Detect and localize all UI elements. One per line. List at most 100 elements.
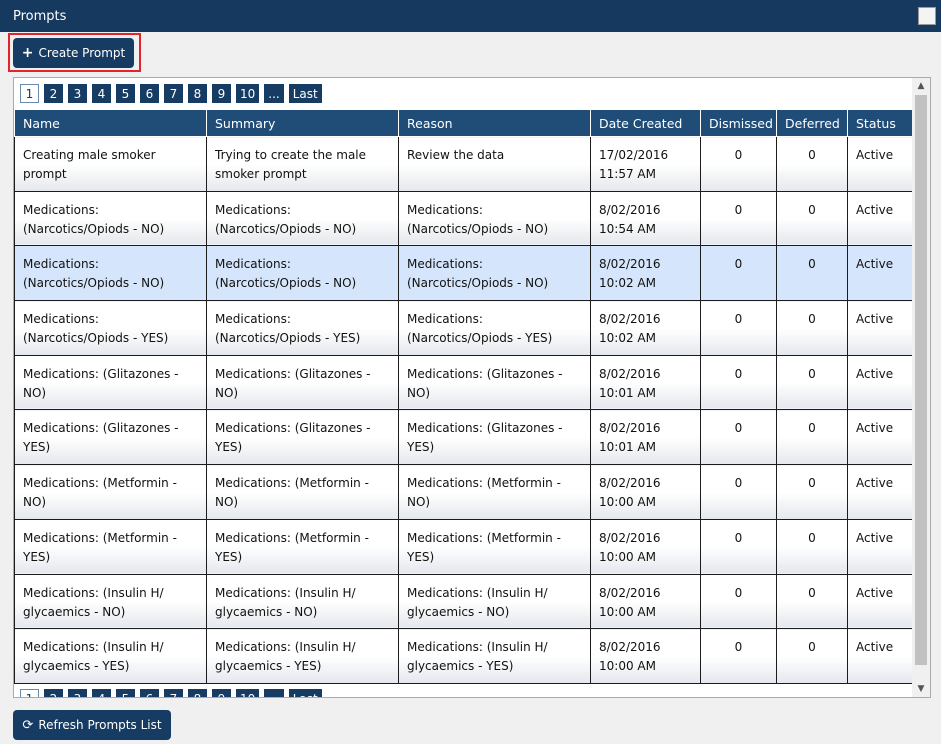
- page-link[interactable]: 8: [188, 84, 207, 103]
- create-button[interactable]: + Create Prompt: [13, 38, 134, 68]
- table-cell: Medications: (Metformin - NO): [206, 464, 399, 520]
- page-link[interactable]: Last: [288, 689, 322, 697]
- table-cell: 0: [776, 409, 848, 466]
- table-row[interactable]: Medications: (Insulin H/ glycaemics - NO…: [14, 573, 913, 630]
- table-cell: 0: [776, 136, 848, 192]
- page-link[interactable]: ...: [264, 84, 284, 103]
- pager: 1 2 3 4 5 6 7 8 9 10... Last: [20, 84, 322, 103]
- table-cell: Medications: (Narcotics/Opiods - NO): [206, 190, 399, 247]
- table-cell: Active: [847, 354, 913, 411]
- column-header: Dismissed: [700, 110, 777, 137]
- column-header: Status: [847, 110, 913, 137]
- table-row[interactable]: Creating male smoker prompt Trying to cre…: [14, 136, 913, 192]
- column-header: Reason: [398, 110, 591, 137]
- page-link[interactable]: 3: [68, 84, 87, 103]
- table-cell: Medications: (Metformin - YES): [206, 518, 399, 575]
- table-row[interactable]: Medications: (Narcotics/Opiods - NO) Medi…: [14, 245, 913, 302]
- table-cell: 8/02/2016 10:00 AM: [590, 518, 701, 575]
- title: Prompts: [13, 9, 67, 24]
- table-cell: Medications: (Narcotics/Opiods - NO): [14, 190, 207, 247]
- table-row[interactable]: Medications: (Metformin - YES) Medication…: [14, 518, 913, 575]
- table-cell: 0: [776, 354, 848, 411]
- prompts-panel: 1 2 3 4 5 6 7 8 9 10... Last Name Summary Reason Date…: [13, 77, 931, 698]
- table-cell: 0: [700, 464, 777, 520]
- column-header: Deferred: [776, 110, 848, 137]
- table-cell: 0: [700, 245, 777, 302]
- page-link[interactable]: 10: [236, 689, 260, 697]
- table-cell: 0: [776, 518, 848, 575]
- scroll-up[interactable]: ▲: [917, 81, 925, 91]
- page-link[interactable]: 8: [188, 689, 207, 697]
- page-link[interactable]: 6: [140, 689, 159, 697]
- refresh-button[interactable]: ⟳ Refresh Prompts List: [13, 710, 171, 740]
- table-cell: Medications: (Narcotics/Opiods - YES): [398, 300, 591, 356]
- column-header: Date Created: [590, 110, 701, 137]
- table-row[interactable]: Medications: (Glitazones - YES) Medicatio…: [14, 409, 913, 466]
- page-link[interactable]: 7: [164, 689, 183, 697]
- table-cell: Medications: (Metformin - YES): [14, 518, 207, 575]
- page-link[interactable]: 2: [44, 84, 63, 103]
- table-cell: Medications: (Insulin H/ glycaemics - YE…: [206, 628, 399, 684]
- column-header: Summary: [206, 110, 399, 137]
- page-link[interactable]: 9: [212, 84, 231, 103]
- page-link[interactable]: 5: [116, 689, 135, 697]
- table-cell: Active: [847, 300, 913, 356]
- table-cell: Medications: (Glitazones - NO): [14, 354, 207, 411]
- table-cell: Active: [847, 628, 913, 684]
- table-cell: Medications: (Glitazones - NO): [398, 354, 591, 411]
- page-link[interactable]: 1: [20, 689, 39, 697]
- table-row[interactable]: Medications: (Glitazones - NO) Medication…: [14, 354, 913, 411]
- table-cell: 8/02/2016 10:00 AM: [590, 573, 701, 630]
- table-cell: Active: [847, 409, 913, 466]
- table-cell: Medications: (Glitazones - YES): [398, 409, 591, 466]
- table-row[interactable]: Medications: (Narcotics/Opiods - YES) Med…: [14, 300, 913, 356]
- table-cell: Active: [847, 245, 913, 302]
- table-cell: 0: [700, 354, 777, 411]
- scroll-thumb[interactable]: [915, 95, 927, 665]
- create-label: Create Prompt: [38, 46, 126, 60]
- page-link[interactable]: 9: [212, 689, 231, 697]
- maximize-button[interactable]: [918, 7, 936, 25]
- page-link[interactable]: 7: [164, 84, 183, 103]
- page-link[interactable]: 5: [116, 84, 135, 103]
- table-cell: Active: [847, 573, 913, 630]
- table-cell: Trying to create the male smoker prompt: [206, 136, 399, 192]
- table-cell: 8/02/2016 10:02 AM: [590, 245, 701, 302]
- page-link[interactable]: Last: [288, 84, 322, 103]
- table-row[interactable]: Medications: (Narcotics/Opiods - NO) Medi…: [14, 190, 913, 247]
- table-cell: 0: [700, 409, 777, 466]
- table-row[interactable]: Medications: (Insulin H/ glycaemics - YE…: [14, 628, 913, 684]
- page-link[interactable]: 4: [92, 84, 111, 103]
- table-cell: Medications: (Narcotics/Opiods - NO): [398, 190, 591, 247]
- table-cell: 8/02/2016 10:00 AM: [590, 628, 701, 684]
- page-link[interactable]: ...: [264, 689, 284, 697]
- table-cell: Creating male smoker prompt: [14, 136, 207, 192]
- table-cell: Medications: (Glitazones - YES): [206, 409, 399, 466]
- table-row[interactable]: Medications: (Metformin - NO) Medications…: [14, 464, 913, 520]
- table-cell: 0: [776, 573, 848, 630]
- table-cell: Medications: (Narcotics/Opiods - YES): [206, 300, 399, 356]
- table-cell: 0: [776, 190, 848, 247]
- table-cell: Medications: (Insulin H/ glycaemics - YE…: [398, 628, 591, 684]
- table-cell: Active: [847, 136, 913, 192]
- table-cell: Active: [847, 190, 913, 247]
- title-bar: Prompts: [0, 0, 941, 32]
- page-link[interactable]: 1: [20, 84, 39, 103]
- table-cell: Active: [847, 518, 913, 575]
- scroll-down[interactable]: ▼: [917, 684, 925, 694]
- page-link[interactable]: 10: [236, 84, 260, 103]
- table-cell: 0: [700, 300, 777, 356]
- table-cell: 0: [776, 300, 848, 356]
- table-cell: 8/02/2016 10:02 AM: [590, 300, 701, 356]
- table-cell: Medications: (Insulin H/ glycaemics - NO…: [14, 573, 207, 630]
- table-cell: 0: [700, 573, 777, 630]
- page-link[interactable]: 2: [44, 689, 63, 697]
- page-link[interactable]: 3: [68, 689, 87, 697]
- page-link[interactable]: 6: [140, 84, 159, 103]
- table-cell: 0: [776, 464, 848, 520]
- page-link[interactable]: 4: [92, 689, 111, 697]
- table-cell: 0: [700, 136, 777, 192]
- table-cell: Medications: (Glitazones - YES): [14, 409, 207, 466]
- scrollbar[interactable]: ▲ ▼: [912, 78, 930, 697]
- table-cell: 8/02/2016 10:00 AM: [590, 464, 701, 520]
